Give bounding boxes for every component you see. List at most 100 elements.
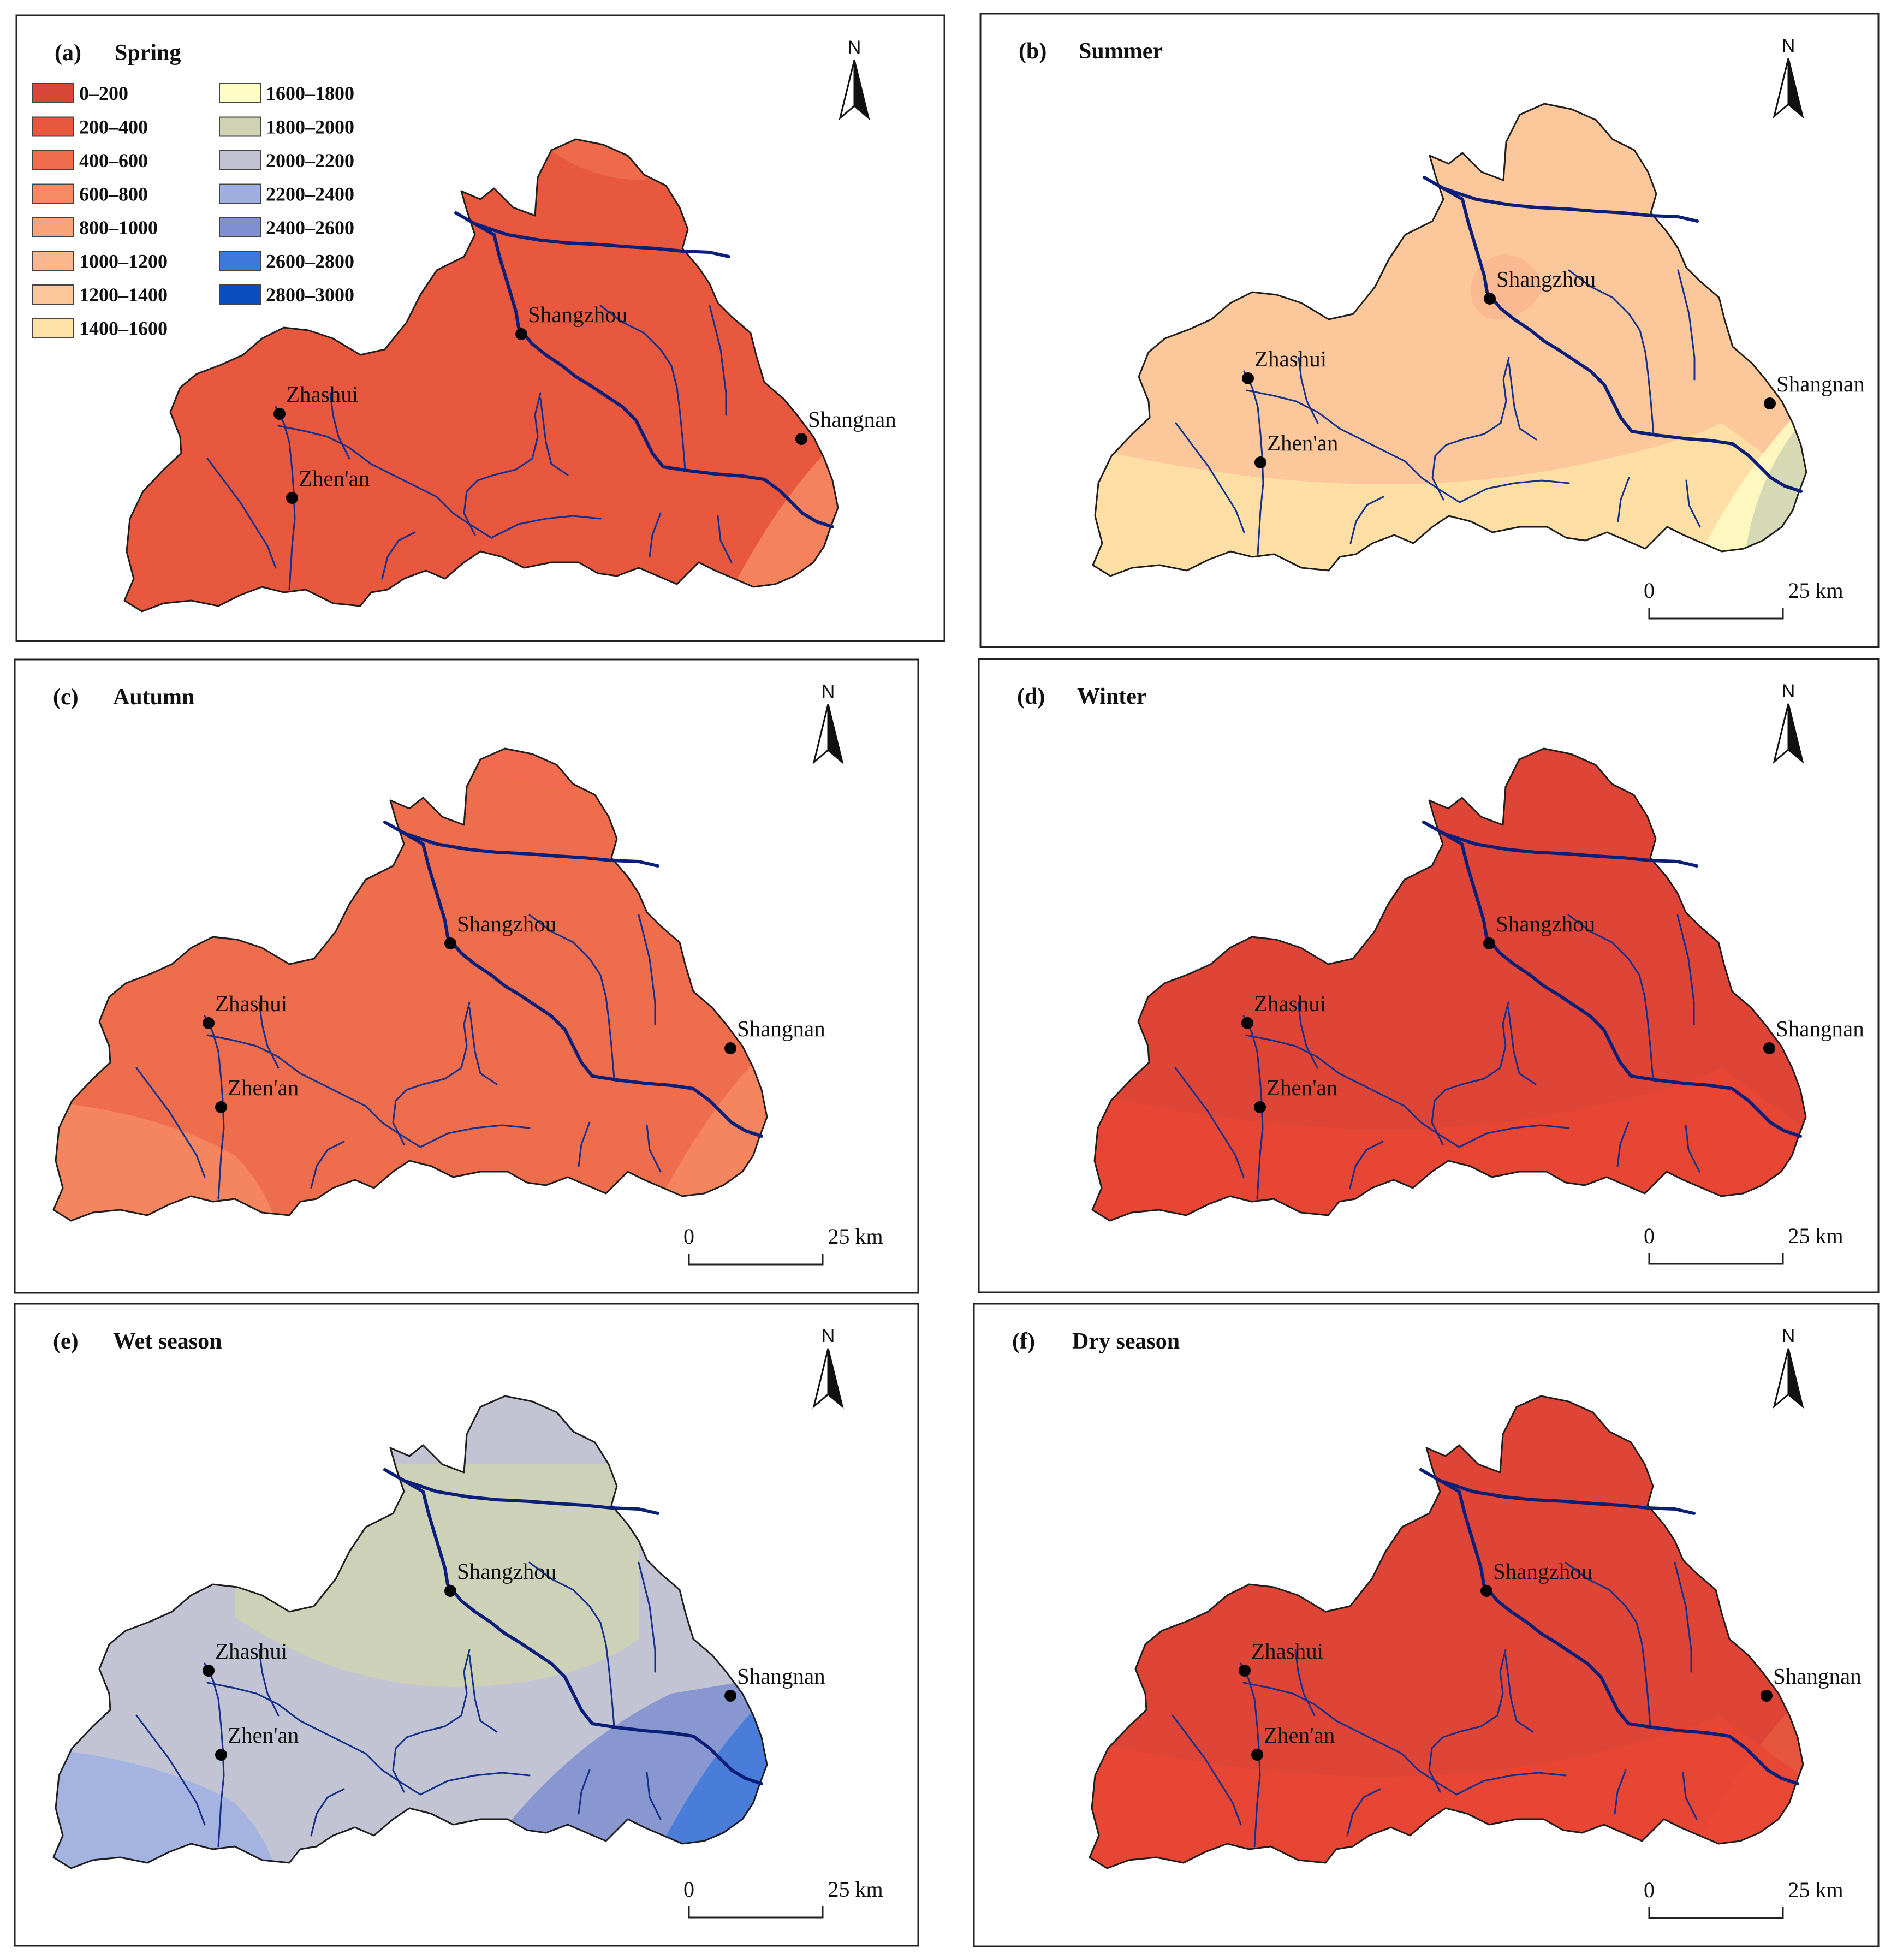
north-label: N: [822, 1326, 835, 1346]
northern-river: [1442, 187, 1699, 223]
city-label: Zhen'an: [299, 466, 370, 491]
tributary-river: [1565, 1561, 1651, 1727]
scale-line: [688, 1906, 824, 1919]
legend-swatch: [219, 251, 261, 271]
legend-item: 800–1000: [32, 217, 158, 239]
panel-label: (c): [53, 685, 79, 710]
city-label: Zhashui: [286, 382, 358, 407]
scale-start-label: 0: [1644, 578, 1655, 603]
legend-swatch: [219, 284, 261, 305]
tributary-river: [528, 914, 615, 1080]
tributary-river: [206, 1682, 421, 1796]
city-dot: [1764, 397, 1776, 409]
city-dot: [215, 1101, 227, 1113]
city-dot: [1242, 372, 1254, 384]
city-label: Zhashui: [1251, 1638, 1323, 1664]
legend-label: 1600–1800: [266, 82, 354, 104]
city-dot: [1254, 456, 1266, 468]
panel-label: (b): [1019, 39, 1046, 64]
tributary-river: [1245, 1034, 1460, 1148]
basin-boundary: [52, 747, 768, 1222]
city-marker: Zhen'an: [1254, 1075, 1337, 1113]
legend-item: 2200–2400: [219, 183, 354, 205]
map-panels: Shangzhou Zhashui Zhen'an Shangnan (a) Spring…: [14, 13, 1880, 1947]
tributary-river: [599, 305, 686, 471]
city-label: Zhen'an: [1264, 1723, 1335, 1748]
tributary-river: [717, 515, 733, 563]
city-dot: [215, 1749, 227, 1761]
tributary-river: [1458, 1124, 1569, 1148]
city-label: Zhen'an: [228, 1723, 299, 1748]
legend-item: 1200–1400: [32, 284, 168, 306]
tributary-river: [1614, 1769, 1627, 1815]
panel-label: (e): [53, 1329, 79, 1354]
northern-river: [1441, 831, 1698, 868]
map-panel-e: Shangzhou Zhashui Zhen'an Shangnan (e) Wet se…: [14, 1303, 919, 1947]
panel-title: Wet season: [113, 1329, 222, 1354]
northern-river: [473, 222, 730, 258]
city-label: Shangzhou: [457, 1559, 556, 1584]
legend-swatch: [32, 116, 74, 137]
city-marker: Shangnan: [1764, 371, 1865, 409]
tributary-river: [1459, 479, 1570, 503]
tributary-river: [1297, 1001, 1318, 1069]
scale-end-label: 25 km: [828, 1877, 883, 1902]
tributary-river: [1567, 914, 1654, 1080]
basin-boundary: [123, 138, 839, 613]
legend-swatch: [32, 183, 74, 204]
legend-label: 400–600: [79, 150, 148, 171]
scale-start-label: 0: [683, 1877, 694, 1902]
legend-item: 2800–3000: [219, 284, 354, 306]
north-arrow-icon: N: [812, 1326, 844, 1409]
city-label: Shangnan: [808, 407, 896, 432]
scale-line: [688, 1254, 824, 1266]
city-marker: Zhashui: [1241, 991, 1326, 1029]
city-marker: Shangnan: [795, 407, 896, 445]
river-network: [1174, 821, 1802, 1200]
city-dot: [724, 1042, 736, 1054]
legend-swatch: [32, 150, 74, 170]
tributary-river: [1616, 1121, 1630, 1167]
north-label: N: [1782, 1326, 1795, 1346]
legend-item: 1600–1800: [219, 82, 354, 104]
tributary-river: [1298, 357, 1319, 424]
tributary-river: [1677, 269, 1696, 381]
city-dot: [1763, 1042, 1775, 1054]
tributary-river: [646, 1124, 662, 1173]
tributary-river: [258, 1001, 280, 1069]
city-marker: Zhen'an: [1254, 430, 1338, 468]
tributary-river: [1685, 479, 1701, 528]
north-arrow-icon: N: [1773, 681, 1804, 764]
tributary-river: [135, 1714, 206, 1826]
legend-label: 1800–2000: [266, 116, 354, 138]
city-dot: [444, 1585, 456, 1597]
city-dot: [444, 937, 456, 949]
city-dot: [795, 433, 807, 445]
tributary-river: [646, 1772, 662, 1820]
city-label: Shangzhou: [1496, 911, 1595, 936]
legend-swatch: [219, 83, 261, 103]
tributary-river: [539, 397, 569, 476]
panel-title: Spring: [115, 40, 181, 66]
city-label: Shangnan: [737, 1664, 825, 1689]
north-arrow-right: [827, 1348, 844, 1409]
basin-fill: [124, 139, 838, 611]
tributary-river: [1294, 1649, 1316, 1717]
city-dot: [1239, 1665, 1251, 1677]
tributary-river: [578, 1121, 591, 1167]
tributary-river: [638, 914, 656, 1025]
north-arrow-icon: N: [1773, 35, 1804, 119]
north-arrow-right: [853, 60, 870, 121]
tributary-river: [1174, 1067, 1245, 1178]
city-marker: Shangzhou: [1483, 911, 1595, 949]
north-arrow-right: [1787, 703, 1804, 764]
city-label: Shangzhou: [1496, 266, 1596, 292]
legend-swatch: [32, 251, 74, 271]
panel-title: Winter: [1077, 684, 1147, 709]
city-dot: [724, 1690, 736, 1702]
scale-start-label: 0: [683, 1224, 694, 1249]
tributary-river: [1349, 1141, 1384, 1189]
northern-river: [402, 831, 659, 868]
legend-item: 2600–2800: [219, 251, 354, 272]
city-dot: [1254, 1101, 1266, 1113]
